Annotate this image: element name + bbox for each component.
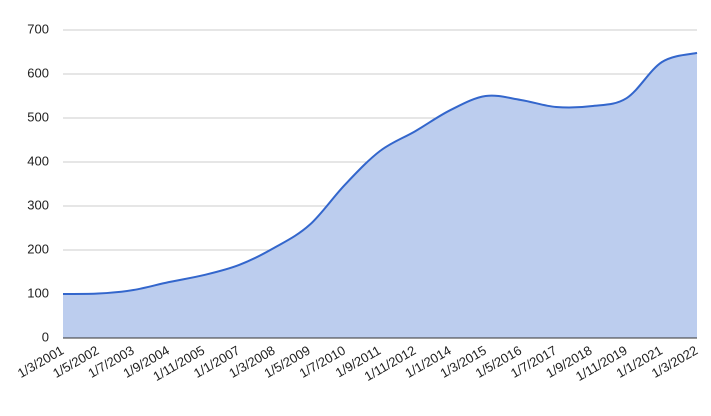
y-tick-label: 100 <box>27 285 49 300</box>
line <box>62 51 698 296</box>
y-tick-label: 200 <box>27 241 49 256</box>
y-tick-label: 500 <box>27 109 49 124</box>
y-tick-label: 300 <box>27 197 49 212</box>
y-tick-label: 600 <box>27 65 49 80</box>
y-tick-label: 0 <box>42 329 49 344</box>
area <box>63 52 697 338</box>
y-tick-label: 700 <box>27 21 49 36</box>
y-tick-label: 400 <box>27 153 49 168</box>
